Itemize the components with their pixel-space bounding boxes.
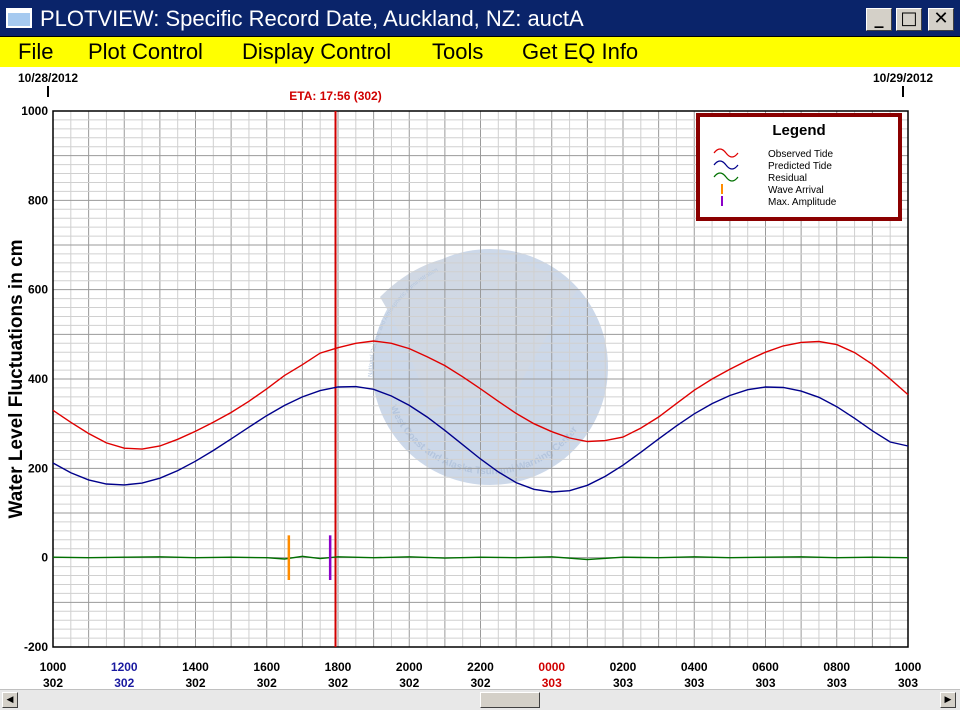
x-tick-time-label: 2200 — [467, 660, 494, 674]
x-tick-day-label: 303 — [613, 676, 633, 689]
plot-area[interactable]: West Coast and Alaska Tsunami Warning Ce… — [0, 67, 960, 689]
horizontal-scrollbar[interactable]: ◀ ▶ — [0, 689, 960, 710]
x-tick-time-label: 2000 — [396, 660, 423, 674]
x-tick-day-label: 302 — [114, 676, 134, 689]
legend-title: Legend — [772, 122, 825, 139]
plot-frame — [52, 110, 909, 648]
x-tick-day-label: 303 — [542, 676, 562, 689]
y-tick-label: 600 — [28, 283, 48, 297]
title-bar: PLOTVIEW: Specific Record Date, Auckland… — [0, 0, 960, 37]
x-tick-day-label: 303 — [898, 676, 918, 689]
scroll-left-button[interactable]: ◀ — [2, 692, 18, 708]
menu-plot-control[interactable]: Plot Control — [88, 39, 203, 64]
x-tick-time-label: 1000 — [40, 660, 67, 674]
predicted-tide-series — [52, 385, 909, 493]
x-tick-day-label: 303 — [827, 676, 847, 689]
y-tick-label: 1000 — [21, 104, 48, 118]
x-tick-time-label: 0200 — [610, 660, 637, 674]
x-tick-time-label: 0000 — [538, 660, 565, 674]
maximize-button[interactable]: □ — [896, 8, 922, 31]
y-tick-label: 800 — [28, 193, 48, 207]
x-tick-day-label: 302 — [328, 676, 348, 689]
menu-display-control[interactable]: Display Control — [242, 39, 392, 64]
close-button[interactable]: ✕ — [928, 8, 954, 31]
observed-tide-series — [52, 340, 909, 450]
y-tick-label: -200 — [24, 640, 48, 654]
eta-label: ETA: 17:56 (302) — [289, 89, 381, 103]
x-tick-day-label: 302 — [399, 676, 419, 689]
app-window-icon — [6, 8, 32, 28]
legend-entry-label: Residual — [768, 173, 807, 184]
x-tick-day-label: 302 — [470, 676, 490, 689]
window-title: PLOTVIEW: Specific Record Date, Auckland… — [40, 6, 584, 31]
menu-bar: File Plot Control Display Control Tools … — [0, 37, 960, 67]
scroll-right-button[interactable]: ▶ — [940, 692, 956, 708]
y-tick-label: 200 — [28, 461, 48, 475]
x-tick-day-label: 302 — [257, 676, 277, 689]
x-tick-time-label: 0600 — [752, 660, 779, 674]
legend-entry-label: Predicted Tide — [768, 161, 832, 172]
x-tick-time-label: 1400 — [182, 660, 209, 674]
date-label-end: 10/29/2012 — [873, 71, 933, 85]
legend-box — [696, 113, 902, 221]
residual-series — [52, 555, 909, 561]
menu-get-eq-info[interactable]: Get EQ Info — [522, 39, 639, 64]
y-tick-label: 400 — [28, 372, 48, 386]
date-label-start: 10/28/2012 — [18, 71, 78, 85]
minimize-button[interactable]: _ — [866, 8, 892, 31]
legend-entry-label: Wave Arrival — [768, 185, 824, 196]
y-tick-label: 0 — [41, 551, 48, 565]
watermark-gull-shape — [380, 254, 578, 412]
x-tick-time-label: 1800 — [325, 660, 352, 674]
menu-file[interactable]: File — [18, 39, 54, 64]
tide-plot[interactable]: West Coast and Alaska Tsunami Warning Ce… — [0, 67, 960, 689]
legend-swatch-line — [713, 148, 739, 158]
y-axis-label: Water Level Fluctuations in cm — [6, 239, 27, 518]
menu-tools[interactable]: Tools — [432, 39, 484, 64]
x-tick-day-label: 302 — [185, 676, 205, 689]
x-tick-day-label: 302 — [43, 676, 63, 689]
legend-swatch-line — [713, 172, 739, 182]
scrollbar-thumb[interactable] — [480, 692, 540, 708]
x-tick-day-label: 303 — [755, 676, 775, 689]
legend-entry-label: Max. Amplitude — [768, 197, 837, 208]
legend-entry-label: Observed Tide — [768, 149, 833, 160]
x-tick-time-label: 1600 — [253, 660, 280, 674]
x-tick-day-label: 303 — [684, 676, 704, 689]
legend-swatch-line — [713, 160, 739, 170]
x-tick-time-label: 0800 — [823, 660, 850, 674]
x-tick-time-label: 1000 — [895, 660, 922, 674]
x-tick-time-label: 0400 — [681, 660, 708, 674]
x-tick-time-label: 1200 — [111, 660, 138, 674]
